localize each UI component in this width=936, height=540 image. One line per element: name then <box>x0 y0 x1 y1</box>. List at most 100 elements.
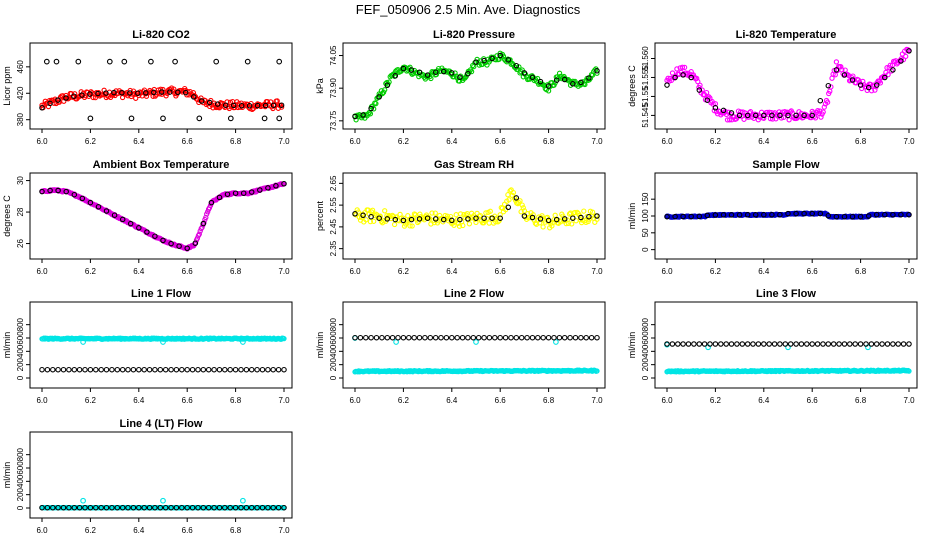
data-point <box>497 52 503 59</box>
data-point <box>114 504 121 511</box>
data-point <box>553 77 560 83</box>
data-point <box>400 334 407 341</box>
data-point <box>672 213 678 220</box>
y-tick-label: 200 <box>16 487 25 501</box>
data-point <box>513 195 520 201</box>
data-point <box>127 220 134 227</box>
x-tick-label: 7.0 <box>278 396 290 405</box>
x-tick-label: 6.6 <box>495 137 507 146</box>
data-point <box>259 366 266 373</box>
data-point <box>227 366 233 373</box>
y-axis-label: degrees C <box>627 65 637 107</box>
data-point <box>43 58 50 65</box>
data-point <box>793 112 799 119</box>
data-point <box>545 83 552 89</box>
data-point <box>369 207 376 213</box>
data-point <box>752 112 759 119</box>
data-point <box>465 216 471 222</box>
data-point <box>182 89 189 96</box>
y-tick-label: 2.55 <box>329 197 338 213</box>
y-axis-label: degrees C <box>2 195 12 237</box>
data-point <box>460 222 466 229</box>
data-point <box>472 216 478 223</box>
data-point <box>561 216 568 222</box>
data-point <box>389 334 396 341</box>
data-point <box>473 59 479 65</box>
data-point <box>200 366 207 373</box>
x-tick-label: 7.0 <box>278 267 290 276</box>
data-point <box>50 366 56 373</box>
data-point <box>416 216 423 222</box>
data-point <box>879 341 885 347</box>
data-point <box>664 82 670 88</box>
data-point <box>157 366 164 373</box>
data-point <box>270 102 277 109</box>
data-point <box>422 334 428 341</box>
data-point <box>249 106 255 113</box>
data-point <box>553 339 559 345</box>
data-point <box>146 504 153 511</box>
x-tick-label: 6.4 <box>758 137 770 146</box>
y-tick-label: 380 <box>16 112 25 126</box>
data-point <box>160 237 166 244</box>
data-point <box>133 95 139 101</box>
y-tick-label: 600 <box>641 331 650 345</box>
data-point <box>761 112 767 119</box>
data-point <box>565 220 572 227</box>
data-point <box>882 74 888 81</box>
data-point <box>79 195 86 202</box>
data-point <box>53 58 60 65</box>
data-point <box>238 504 244 511</box>
x-tick-label: 7.0 <box>903 137 915 146</box>
data-point <box>216 194 223 201</box>
data-point <box>739 341 746 347</box>
data-point <box>248 366 255 373</box>
data-point <box>496 218 502 224</box>
data-point <box>162 366 169 373</box>
data-point <box>704 97 711 103</box>
data-point <box>534 75 541 82</box>
chart-title: Line 3 Flow <box>756 288 816 300</box>
data-point <box>836 341 842 347</box>
data-point <box>720 212 727 218</box>
x-tick-label: 6.4 <box>133 267 145 276</box>
data-point <box>815 108 821 114</box>
data-point <box>849 77 856 83</box>
data-point <box>728 110 735 116</box>
data-point <box>513 62 520 69</box>
data-point <box>198 98 205 104</box>
data-point <box>518 334 525 341</box>
data-point <box>50 504 56 511</box>
data-point <box>95 90 101 97</box>
data-point <box>175 89 181 96</box>
plot-frame <box>654 42 918 130</box>
data-point <box>87 115 94 122</box>
data-point <box>454 334 460 341</box>
data-point <box>103 90 109 96</box>
data-point <box>119 216 126 223</box>
data-point <box>276 115 283 122</box>
data-point <box>39 188 45 195</box>
data-point <box>160 339 166 345</box>
data-point <box>127 87 133 94</box>
data-point <box>205 209 211 215</box>
data-point <box>761 211 767 218</box>
plot-frame <box>342 301 606 389</box>
data-point <box>278 104 285 110</box>
series-avg <box>39 180 287 252</box>
data-point <box>502 334 509 341</box>
plot-frame <box>342 172 606 260</box>
data-point <box>109 504 115 511</box>
data-point <box>392 73 399 79</box>
data-point <box>214 101 221 107</box>
data-point <box>44 366 51 373</box>
data-point <box>205 504 212 511</box>
x-tick-label: 6.0 <box>349 396 361 405</box>
data-point <box>405 213 411 219</box>
x-tick-label: 6.8 <box>230 396 242 405</box>
data-point <box>594 68 600 74</box>
data-point <box>535 334 541 341</box>
data-point <box>569 221 575 227</box>
figure-title: FEF_050906 2.5 Min. Ave. Diagnostics <box>355 2 581 17</box>
data-point <box>777 341 783 347</box>
